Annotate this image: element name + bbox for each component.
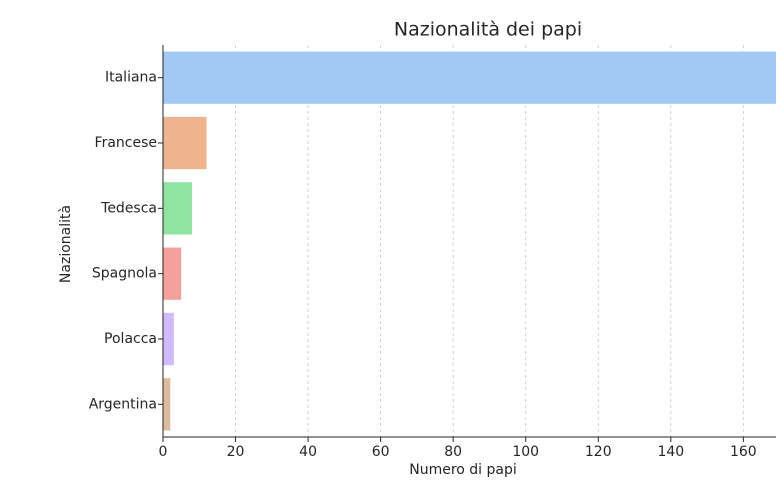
bar	[163, 378, 171, 431]
bar	[163, 182, 193, 235]
bar	[163, 312, 174, 366]
x-tick-label: 140	[657, 444, 684, 460]
x-tick-label: 80	[444, 444, 462, 460]
bar	[163, 51, 776, 104]
x-tick-label: 160	[730, 444, 757, 460]
x-axis-label: Numero di papi	[409, 462, 517, 478]
bar	[163, 247, 182, 300]
x-tick-label: 40	[299, 444, 317, 460]
y-tick-label: Polacca	[104, 331, 157, 347]
x-tick-label: 60	[372, 444, 390, 460]
x-tick-label: 20	[227, 444, 245, 460]
x-tick-label: 0	[159, 444, 168, 460]
bar	[163, 116, 207, 170]
x-tick-label: 100	[512, 444, 539, 460]
y-tick-label: Argentina	[89, 396, 157, 412]
y-tick-label: Italiana	[105, 70, 157, 86]
chart-title: Nazionalità dei papi	[394, 19, 582, 41]
y-tick-label: Francese	[95, 135, 157, 151]
y-tick-label: Tedesca	[100, 200, 157, 216]
y-tick-label: Spagnola	[92, 266, 157, 282]
x-tick-label: 120	[585, 444, 612, 460]
y-axis-label: Nazionalità	[58, 205, 74, 283]
